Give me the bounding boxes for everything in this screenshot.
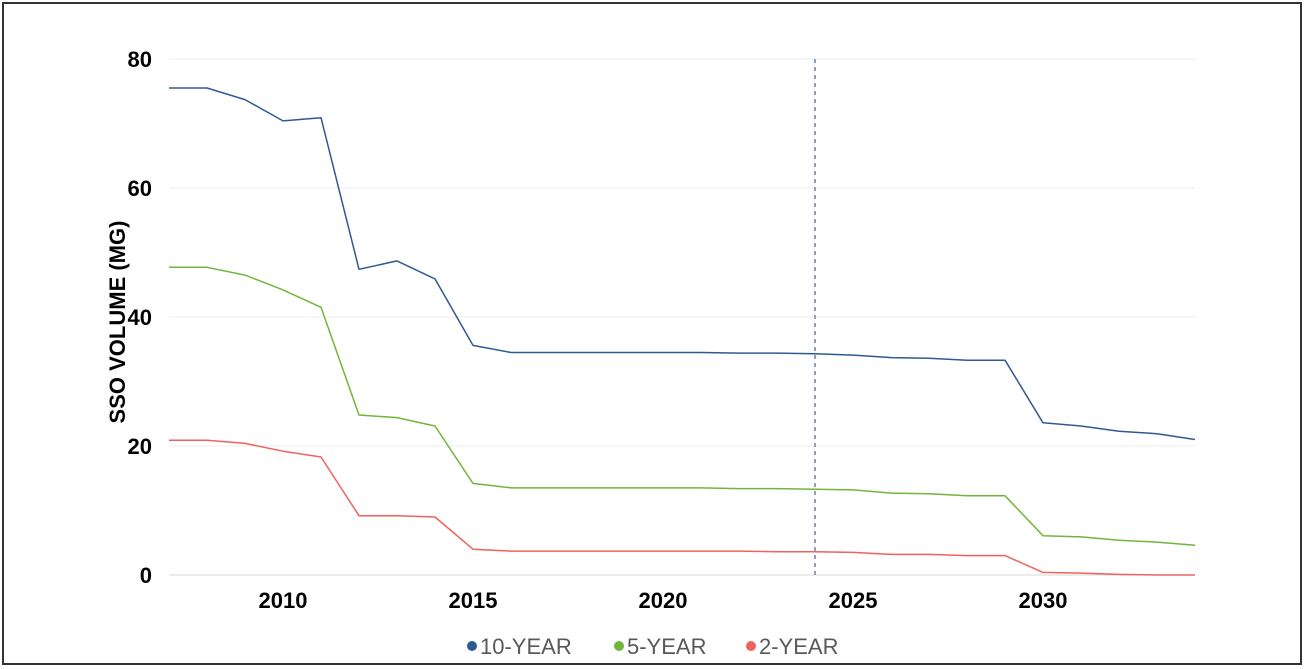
y-tick-label: 80 xyxy=(128,47,152,72)
legend-marker xyxy=(467,641,477,651)
series-line-2-year xyxy=(169,439,1195,576)
x-axis-ticks: 2010 2015 2020 2025 2030 xyxy=(259,588,1068,613)
legend-marker xyxy=(746,641,756,651)
legend-label: 2-YEAR xyxy=(759,634,838,659)
legend-label: 5-YEAR xyxy=(627,634,706,659)
x-tick-label: 2025 xyxy=(829,588,878,613)
x-tick-label: 2010 xyxy=(259,588,308,613)
y-tick-label: 20 xyxy=(128,434,152,459)
legend: 10-YEAR 5-YEAR 2-YEAR xyxy=(467,634,838,659)
y-axis-title: SSO VOLUME (MG) xyxy=(105,221,130,424)
x-tick-label: 2030 xyxy=(1019,588,1068,613)
y-tick-label: 60 xyxy=(128,176,152,201)
x-tick-label: 2020 xyxy=(639,588,688,613)
y-tick-label: 40 xyxy=(128,305,152,330)
legend-label: 10-YEAR xyxy=(480,634,572,659)
y-tick-label: 0 xyxy=(140,563,152,588)
series-line-10-year xyxy=(169,87,1196,441)
series-lines xyxy=(169,87,1196,576)
legend-marker xyxy=(614,641,624,651)
x-tick-label: 2015 xyxy=(449,588,498,613)
gridlines xyxy=(169,58,1195,576)
series-line-5-year xyxy=(169,266,1196,547)
y-axis-ticks: 0 20 40 60 80 xyxy=(128,47,152,588)
line-chart: 0 20 40 60 80 2010 2015 2020 2025 2030 SSO VOLUM… xyxy=(105,47,1196,659)
